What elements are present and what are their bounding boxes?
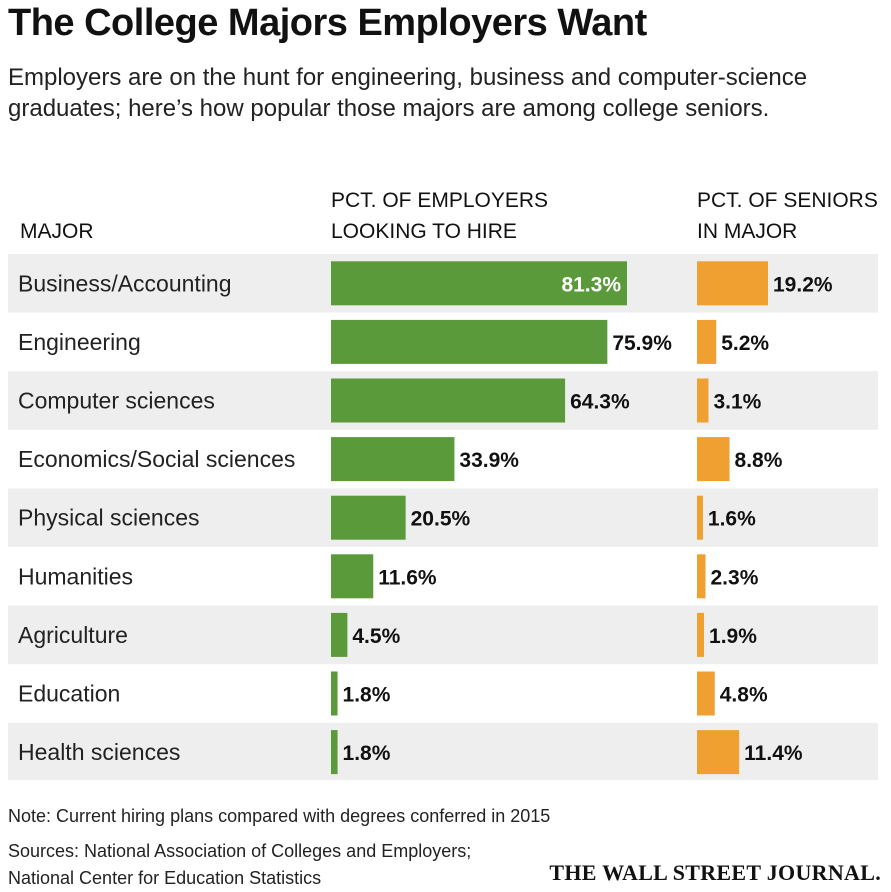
- sources-line-2: National Center for Education Statistics: [8, 868, 322, 888]
- seniors-column-header-line1: PCT. OF SENIORS: [697, 189, 878, 212]
- employers-value-label: 1.8%: [343, 684, 391, 707]
- employers-column-header-line1: PCT. OF EMPLOYERS: [331, 189, 549, 212]
- seniors-value-label: 5.2%: [721, 332, 769, 355]
- seniors-value-label: 19.2%: [773, 273, 833, 296]
- seniors-value-label: 3.1%: [713, 391, 761, 414]
- seniors-value-label: 4.8%: [720, 684, 768, 707]
- chart-subtitle: Employers are on the hunt for engineerin…: [8, 64, 808, 122]
- employers-bar: [331, 261, 627, 306]
- employers-value-label: 33.9%: [459, 449, 519, 472]
- category-label: Humanities: [18, 563, 133, 589]
- chart-title: The College Majors Employers Want: [8, 2, 647, 44]
- employers-value-label: 81.3%: [561, 273, 621, 296]
- category-label: Engineering: [18, 329, 141, 355]
- seniors-value-label: 1.9%: [709, 625, 757, 648]
- category-label: Health sciences: [18, 739, 180, 765]
- seniors-value-label: 11.4%: [744, 742, 803, 765]
- chart-sources: Sources: National Association of College…: [8, 838, 471, 892]
- employers-bar: [331, 378, 566, 423]
- chart-note: Note: Current hiring plans compared with…: [8, 806, 551, 826]
- employers-bar: [331, 437, 455, 482]
- employers-value-label: 11.6%: [378, 566, 437, 589]
- seniors-value-label: 1.6%: [708, 508, 756, 531]
- category-label: Computer sciences: [18, 388, 215, 414]
- seniors-bar: [697, 319, 717, 364]
- seniors-value-label: 2.3%: [711, 566, 759, 589]
- seniors-bar: [697, 554, 706, 599]
- sources-line-1: Sources: National Association of College…: [8, 841, 472, 861]
- seniors-value-label: 8.8%: [735, 449, 783, 472]
- employers-bar: [331, 554, 374, 599]
- seniors-bar: [697, 437, 730, 482]
- category-label: Agriculture: [18, 622, 128, 648]
- employers-value-label: 4.5%: [352, 625, 400, 648]
- row-stripe: [8, 605, 878, 665]
- category-label: Business/Accounting: [18, 270, 232, 296]
- seniors-bar: [697, 378, 709, 423]
- employers-value-label: 64.3%: [570, 391, 630, 414]
- seniors-bar: [697, 612, 705, 657]
- category-label: Education: [18, 681, 120, 707]
- employers-value-label: 75.9%: [612, 332, 672, 355]
- employers-bar: [331, 612, 348, 657]
- bar-chart: Business/Accounting 81.3% 19.2% Engineering…: [8, 254, 878, 780]
- seniors-bar: [697, 261, 768, 306]
- seniors-bar: [697, 671, 715, 716]
- row-stripe: [8, 488, 878, 547]
- seniors-bar: [697, 730, 740, 775]
- category-label: Physical sciences: [18, 505, 200, 531]
- employers-bar: [331, 671, 338, 716]
- employers-value-label: 20.5%: [411, 508, 471, 531]
- employers-column-header-line2: LOOKING TO HIRE: [331, 220, 517, 243]
- seniors-bar: [697, 495, 703, 540]
- category-label: Economics/Social sciences: [18, 446, 295, 472]
- employers-bar: [331, 730, 338, 775]
- seniors-column-header-line2: IN MAJOR: [697, 220, 798, 243]
- employers-bar: [331, 495, 406, 540]
- employers-value-label: 1.8%: [343, 742, 391, 765]
- employers-bar: [331, 319, 608, 364]
- major-column-header: MAJOR: [20, 220, 94, 243]
- publisher-logo: THE WALL STREET JOURNAL.: [549, 860, 881, 885]
